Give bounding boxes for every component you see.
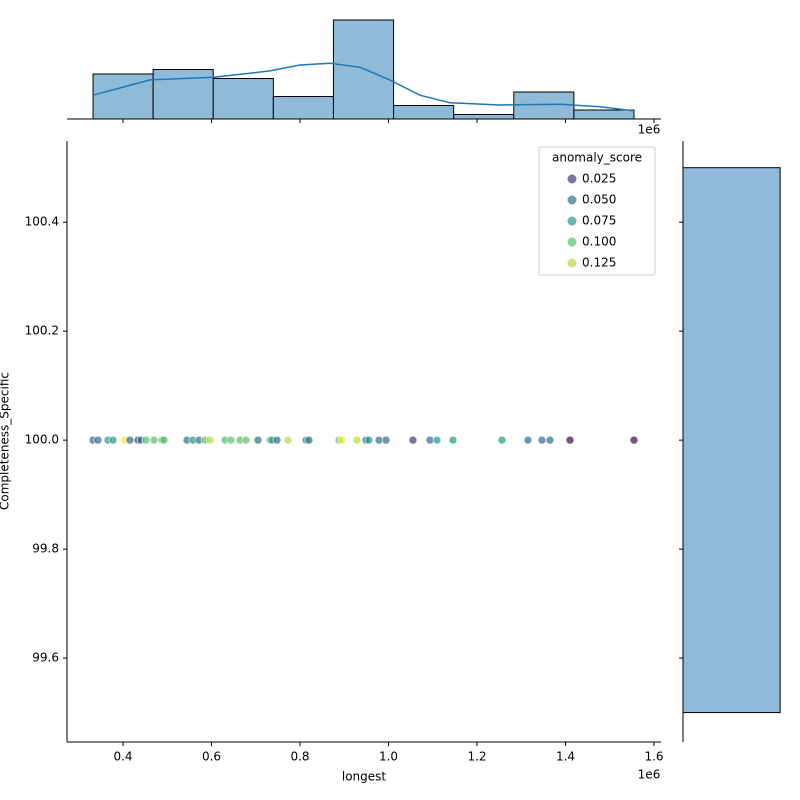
hist-bar xyxy=(682,167,781,714)
x-tick-label: 0.6 xyxy=(202,750,221,764)
legend: anomaly_score 0.025 0.050 0.075 0.100 0.125 xyxy=(538,146,656,276)
x-tick-label: 0.8 xyxy=(290,750,309,764)
y-axis-label: Completeness_Specific xyxy=(0,372,12,510)
point xyxy=(545,435,555,445)
point xyxy=(565,435,575,445)
point xyxy=(241,435,251,445)
point xyxy=(205,435,215,445)
point xyxy=(381,435,391,445)
point xyxy=(226,435,236,445)
hist-bar xyxy=(393,105,455,120)
hist-bar xyxy=(513,91,575,120)
hist-bar xyxy=(573,109,635,120)
point xyxy=(337,435,347,445)
point xyxy=(125,435,135,445)
legend-label: 0.125 xyxy=(582,256,616,270)
point xyxy=(93,435,103,445)
x-tick-label: 1.0 xyxy=(379,750,398,764)
point xyxy=(141,435,151,445)
point xyxy=(432,435,442,445)
legend-title: anomaly_score xyxy=(552,151,642,165)
point xyxy=(523,435,533,445)
hist-bar xyxy=(272,96,334,120)
point xyxy=(253,435,263,445)
y-tick-label: 100.4 xyxy=(25,215,59,229)
x-tick-label: 1.4 xyxy=(556,750,575,764)
x-tick-label: 1.6 xyxy=(644,750,663,764)
legend-label: 0.025 xyxy=(582,172,616,186)
y-tick-label: 100.0 xyxy=(25,433,59,447)
legend-marker xyxy=(567,216,577,226)
point xyxy=(537,435,547,445)
point xyxy=(159,435,169,445)
point xyxy=(304,435,314,445)
legend-marker xyxy=(567,174,577,184)
y-tick-label: 99.8 xyxy=(32,542,59,556)
legend-marker xyxy=(567,258,577,268)
top-offset-label: 1e6 xyxy=(638,123,661,137)
point xyxy=(149,435,159,445)
point xyxy=(448,435,458,445)
point xyxy=(629,435,639,445)
hist-bar xyxy=(453,114,515,120)
point xyxy=(108,435,118,445)
legend-label: 0.050 xyxy=(582,193,616,207)
point xyxy=(364,435,374,445)
x-offset-label: 1e6 xyxy=(638,768,661,782)
point xyxy=(283,435,293,445)
point xyxy=(497,435,507,445)
y-tick-label: 99.6 xyxy=(32,651,59,665)
legend-marker xyxy=(567,195,577,205)
legend-label: 0.100 xyxy=(582,235,616,249)
point xyxy=(408,435,418,445)
legend-label: 0.075 xyxy=(582,214,616,228)
kde-line xyxy=(92,62,635,112)
legend-marker xyxy=(567,237,577,247)
x-tick-label: 0.4 xyxy=(113,750,132,764)
x-tick-label: 1.2 xyxy=(467,750,486,764)
x-axis-label: longest xyxy=(342,770,387,784)
hist-bar xyxy=(212,78,274,120)
y-tick-label: 100.2 xyxy=(25,324,59,338)
point xyxy=(272,435,282,445)
point xyxy=(352,435,362,445)
